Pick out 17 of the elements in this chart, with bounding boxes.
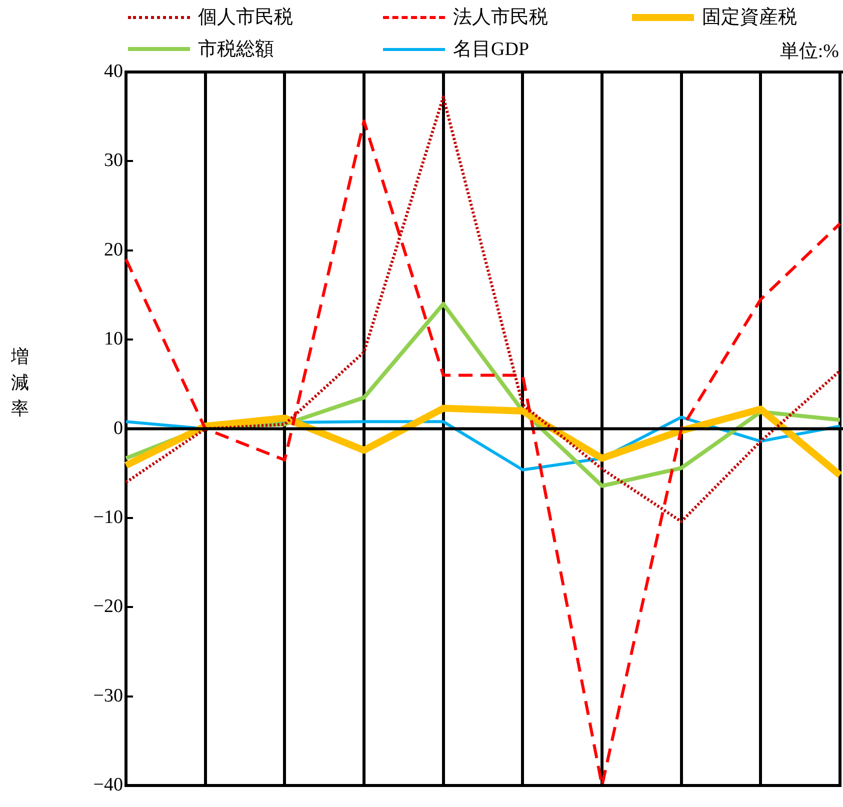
text: 単位:% xyxy=(780,40,839,64)
y-tick-label: 40 xyxy=(104,60,123,82)
legend-label: 市税総額 xyxy=(198,38,274,62)
line-series xyxy=(124,95,842,524)
y-axis-title: 増減率 xyxy=(10,346,29,420)
legend-label: 名目GDP xyxy=(453,38,530,62)
y-tick-label: −40 xyxy=(93,774,123,796)
legend-label: 法人市民税 xyxy=(453,6,548,30)
legend-label: 個人市民税 xyxy=(198,6,293,30)
legend-label: 固定資産税 xyxy=(702,6,797,30)
y-tick-label: 20 xyxy=(104,239,123,260)
y-tick-label: 30 xyxy=(104,150,123,172)
y-tick-label: −20 xyxy=(93,596,123,618)
y-tick-label: 10 xyxy=(104,328,123,350)
y-tick-label: −10 xyxy=(93,506,123,528)
y-tick-label: 0 xyxy=(114,418,123,439)
y-tick-label: −30 xyxy=(93,685,123,706)
